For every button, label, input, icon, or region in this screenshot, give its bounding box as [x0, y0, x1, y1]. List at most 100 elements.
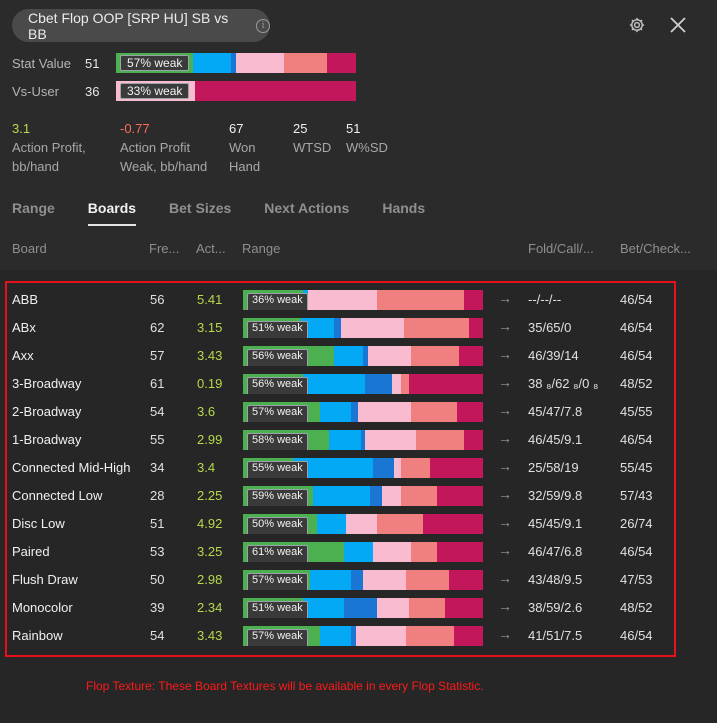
table-row[interactable]: Axx 57 3.43 56% weak → 46/39/14 46/54	[7, 342, 674, 370]
range-bar-segment	[303, 598, 344, 618]
table-row[interactable]: Rainbow 54 3.43 57% weak → 41/51/7.5 46/54	[7, 622, 674, 650]
action-value: 4.92	[197, 516, 223, 531]
metric-value: 25	[293, 121, 308, 136]
bet-check-value: 48/52	[620, 376, 653, 391]
board-name: Connected Mid-High	[12, 460, 131, 475]
table-row[interactable]: 1-Broadway 55 2.99 58% weak → 46/45/9.1 46/54	[7, 426, 674, 454]
range-bar-segment	[307, 290, 378, 310]
table-row[interactable]: 3-Broadway 61 0.19 56% weak → 38 ₈/62 ₈/0 ₈ 48…	[7, 370, 674, 398]
column-header-action[interactable]: Act...	[196, 241, 226, 256]
table-row[interactable]: Connected Mid-High 34 3.4 55% weak → 25/58/19…	[7, 454, 674, 482]
arrow-right-icon[interactable]: →	[498, 290, 512, 306]
column-header-board[interactable]: Board	[12, 241, 47, 256]
range-bar-segment	[312, 486, 371, 506]
range-bar: 58% weak	[243, 430, 483, 450]
range-bar-segment	[408, 374, 483, 394]
table-row[interactable]: Paired 53 3.25 61% weak → 46/47/6.8 46/54	[7, 538, 674, 566]
close-icon[interactable]	[668, 15, 688, 35]
metric-label: Won	[229, 140, 256, 155]
range-bar: 51% weak	[243, 598, 483, 618]
range-bar-segment	[410, 402, 457, 422]
table-row[interactable]: 2-Broadway 54 3.6 57% weak → 45/47/7.8 45/55	[7, 398, 674, 426]
gear-icon[interactable]	[628, 16, 646, 34]
table-row[interactable]: Flush Draw 50 2.98 57% weak → 43/48/9.5 47/53	[7, 566, 674, 594]
bet-check-value: 46/54	[620, 348, 653, 363]
weak-badge: 55% weak	[247, 461, 308, 478]
arrow-right-icon[interactable]: →	[498, 430, 512, 446]
metric-label: Action Profit,	[12, 140, 86, 155]
range-bar-segment	[403, 318, 470, 338]
frequency-value: 34	[150, 460, 165, 475]
board-name: Connected Low	[12, 488, 103, 503]
board-name: 1-Broadway	[12, 432, 82, 447]
range-bar: 50% weak	[243, 514, 483, 534]
table-row[interactable]: Connected Low 28 2.25 59% weak → 32/59/9.8 57/…	[7, 482, 674, 510]
vs-user-row: Vs-User 36	[12, 81, 115, 101]
metric-label: W%SD	[346, 140, 388, 155]
arrow-right-icon[interactable]: →	[498, 542, 512, 558]
board-name: Paired	[12, 544, 50, 559]
tab-next-actions[interactable]: Next Actions	[264, 200, 350, 216]
arrow-right-icon[interactable]: →	[498, 514, 512, 530]
bet-check-value: 47/53	[620, 572, 653, 587]
frequency-value: 53	[150, 544, 165, 559]
weak-badge: 33% weak	[120, 83, 190, 99]
range-bar: 56% weak	[243, 346, 483, 366]
metric-value: 3.1	[12, 121, 31, 136]
arrow-right-icon[interactable]: →	[498, 626, 512, 642]
arrow-right-icon[interactable]: →	[498, 486, 512, 502]
range-bar-segment	[401, 374, 409, 394]
info-icon[interactable]: i	[256, 18, 270, 33]
weak-badge: 57% weak	[247, 573, 308, 590]
range-bar-segment	[444, 598, 483, 618]
arrow-right-icon[interactable]: →	[498, 318, 512, 334]
action-value: 2.25	[197, 488, 223, 503]
range-bar-segment	[377, 598, 409, 618]
arrow-right-icon[interactable]: →	[498, 346, 512, 362]
range-bar: 57% weak	[243, 402, 483, 422]
range-bar-segment	[293, 458, 373, 478]
table-row[interactable]: ABx 62 3.15 51% weak → 35/65/0 46/54	[7, 314, 674, 342]
column-header-frequency[interactable]: Fre...	[149, 241, 180, 256]
tab-boards[interactable]: Boards	[87, 200, 137, 226]
fold-call-raise-value: 35/65/0	[528, 320, 572, 335]
arrow-right-icon[interactable]: →	[498, 570, 512, 586]
tab-range[interactable]: Range	[12, 200, 55, 216]
range-bar-segment	[358, 402, 411, 422]
fold-call-raise-value: 46/47/6.8	[528, 544, 583, 559]
range-bar-segment	[301, 318, 334, 338]
tab-bet-sizes[interactable]: Bet Sizes	[169, 200, 232, 216]
board-name: Flush Draw	[12, 572, 78, 587]
tab-bar: Range Boards Bet Sizes Next Actions Hand…	[12, 200, 458, 226]
column-header-fold-call[interactable]: Fold/Call/...	[528, 241, 594, 256]
arrow-right-icon[interactable]: →	[498, 402, 512, 418]
range-bar-segment	[350, 626, 356, 646]
arrow-right-icon[interactable]: →	[498, 458, 512, 474]
metric-value: 67	[229, 121, 244, 136]
range-bar-segment	[343, 542, 373, 562]
table-row[interactable]: Disc Low 51 4.92 50% weak → 45/45/9.1 26/74	[7, 510, 674, 538]
arrow-right-icon[interactable]: →	[498, 598, 512, 614]
range-bar-segment	[406, 626, 455, 646]
fold-call-raise-value: 43/48/9.5	[528, 572, 583, 587]
metric-won-hand: 67 Won Hand	[229, 119, 260, 176]
fold-call-raise-value: 32/59/9.8	[528, 488, 583, 503]
range-bar-segment	[372, 542, 411, 562]
range-bar-segment	[458, 346, 483, 366]
table-row[interactable]: Monocolor 39 2.34 51% weak → 38/59/2.6 48/52	[7, 594, 674, 622]
arrow-right-icon[interactable]: →	[498, 374, 512, 390]
tab-hands[interactable]: Hands	[382, 200, 426, 216]
stat-title-pill[interactable]: Cbet Flop OOP [SRP HU] SB vs BB i	[12, 9, 270, 42]
range-bar-segment	[430, 458, 483, 478]
range-bar-segment	[365, 430, 416, 450]
action-value: 3.25	[197, 544, 223, 559]
weak-badge: 58% weak	[247, 433, 308, 450]
range-bar: 57% weak	[243, 570, 483, 590]
frequency-value: 51	[150, 516, 165, 531]
range-bar-segment	[303, 374, 366, 394]
column-header-range[interactable]: Range	[242, 241, 281, 256]
fold-call-raise-value: 45/47/7.8	[528, 404, 583, 419]
table-row[interactable]: ABB 56 5.41 36% weak → --/--/-- 46/54	[7, 286, 674, 314]
column-header-bet-check[interactable]: Bet/Check...	[620, 241, 691, 256]
stat-value-label: Stat Value	[12, 55, 72, 71]
